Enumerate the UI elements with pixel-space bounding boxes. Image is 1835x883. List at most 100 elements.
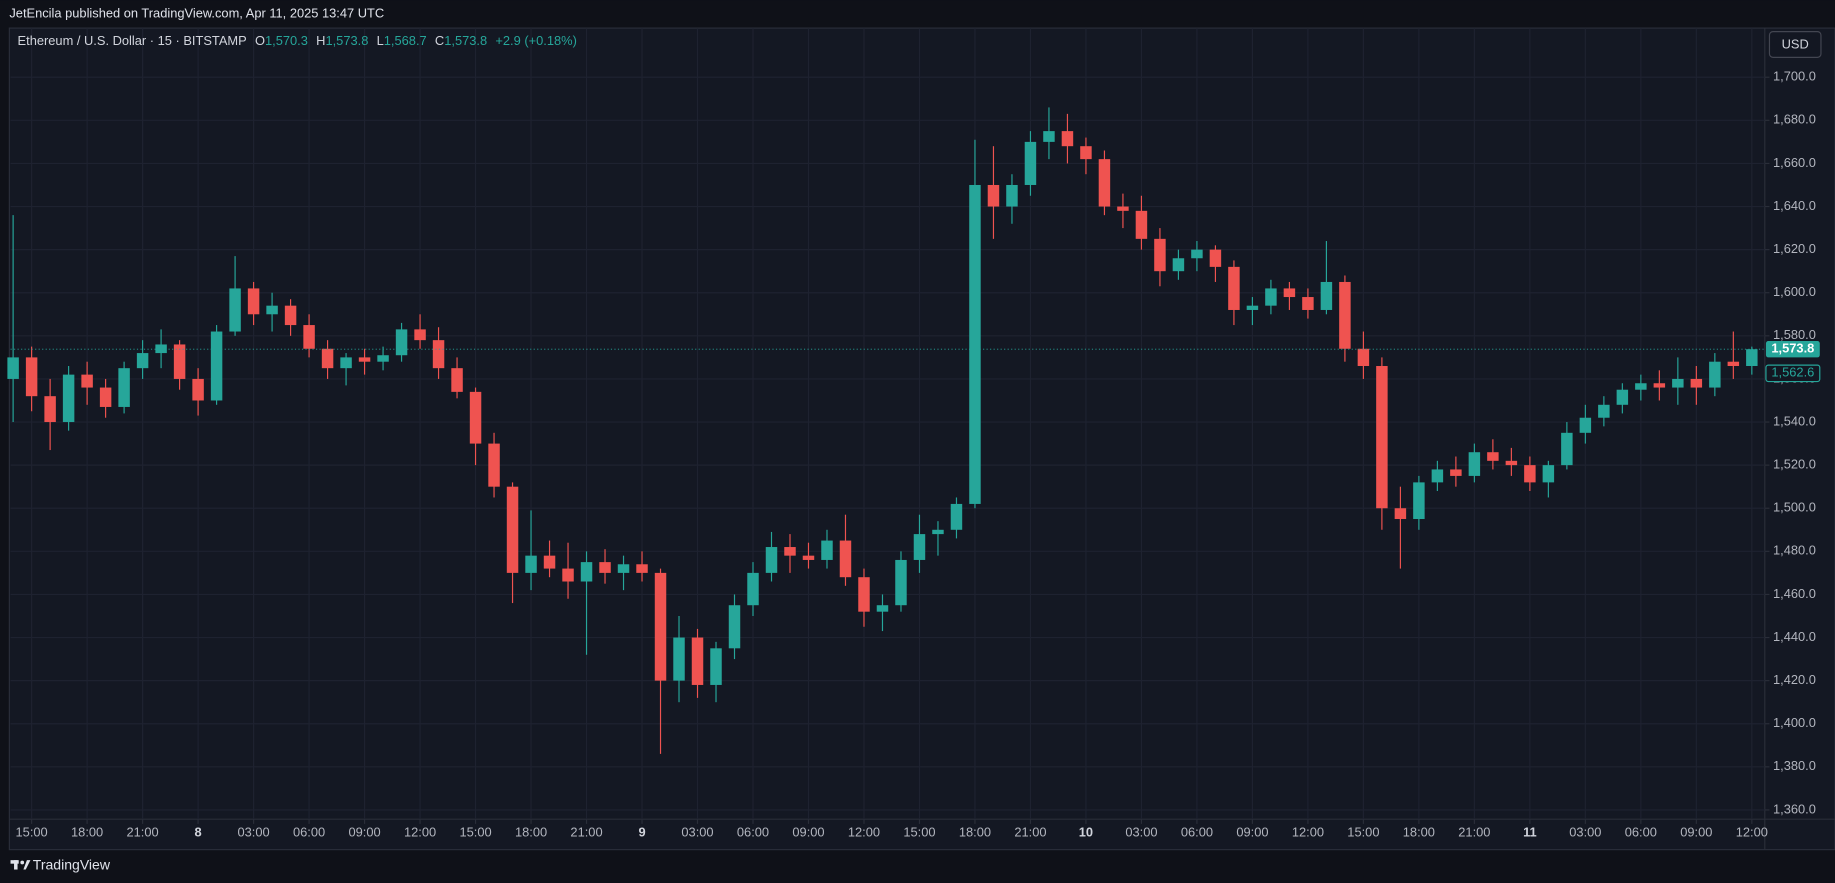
y-tick-label: 1,460.0 xyxy=(1773,586,1816,601)
candle-body xyxy=(1561,432,1573,466)
candle-body xyxy=(1154,238,1166,272)
candle-body xyxy=(358,357,371,362)
x-tick-label: 09:00 xyxy=(1680,825,1712,840)
candle-body xyxy=(728,605,741,649)
candle-body xyxy=(1616,389,1629,405)
candle-body xyxy=(469,391,482,444)
candle-body xyxy=(543,555,556,569)
x-tick-label: 15:00 xyxy=(903,825,935,840)
y-tick-label: 1,520.0 xyxy=(1773,457,1816,472)
candle-body xyxy=(395,329,408,356)
candle-body xyxy=(7,357,19,379)
x-tick-label: 03:00 xyxy=(237,825,269,840)
candle-body xyxy=(303,325,315,349)
x-tick-label: 15:00 xyxy=(459,825,491,840)
y-tick-label: 1,380.0 xyxy=(1773,758,1816,773)
legend-value: 1,573.8 xyxy=(325,34,368,49)
candle-body xyxy=(950,503,963,530)
candle-body xyxy=(802,555,815,560)
candle-body xyxy=(136,353,149,369)
x-tick-label: 11 xyxy=(1523,825,1537,840)
x-tick-label: 21:00 xyxy=(570,825,602,840)
legend-key: H xyxy=(316,34,325,49)
currency-button[interactable] xyxy=(1768,31,1822,58)
candle-body xyxy=(1505,460,1518,466)
candle-body xyxy=(192,378,204,401)
candle-body xyxy=(1413,482,1425,520)
candle-body xyxy=(1579,417,1592,433)
candle-body xyxy=(1690,378,1703,388)
legend-key: C xyxy=(435,34,444,49)
candle-body xyxy=(673,637,685,681)
candle-body xyxy=(1524,465,1536,483)
publisher: JetEncila published on TradingView.com, … xyxy=(9,5,384,20)
candle-body xyxy=(25,357,38,397)
x-tick-label: 18:00 xyxy=(959,825,991,840)
legend-key: O xyxy=(255,34,265,49)
candle-body xyxy=(340,357,352,369)
candle-body xyxy=(1672,378,1684,388)
y-tick-label: 1,440.0 xyxy=(1773,629,1816,644)
brand-name: TradingView xyxy=(33,857,111,873)
candle-body xyxy=(1228,266,1240,310)
candle-body xyxy=(266,305,278,315)
candle-body xyxy=(1283,288,1296,298)
x-tick-label: 21:00 xyxy=(127,825,159,840)
candle-body xyxy=(1727,361,1740,367)
price-marker-label: 1,562.6 xyxy=(1771,365,1814,380)
price-marker-label: 1,573.8 xyxy=(1771,341,1814,356)
candle-body xyxy=(1172,258,1185,272)
candle-body xyxy=(1061,131,1074,147)
y-tick-label: 1,420.0 xyxy=(1773,672,1816,687)
candle-body xyxy=(1246,305,1259,310)
x-tick-label: 8 xyxy=(195,825,202,840)
legend-value: 1,568.7 xyxy=(384,34,427,49)
x-tick-label: 12:00 xyxy=(848,825,880,840)
candle-body xyxy=(1394,508,1407,520)
y-tick-label: 1,540.0 xyxy=(1773,413,1816,428)
candle-body xyxy=(155,344,167,354)
candle-body xyxy=(1450,469,1462,476)
x-tick-label: 09:00 xyxy=(1236,825,1268,840)
legend-key: L xyxy=(377,34,384,49)
candle-body xyxy=(913,534,926,560)
candle-body xyxy=(414,329,426,341)
x-tick-label: 18:00 xyxy=(1403,825,1435,840)
y-tick-label: 1,700.0 xyxy=(1773,69,1816,84)
legend-value: 1,570.3 xyxy=(265,34,308,49)
candle-body xyxy=(1265,288,1277,306)
candle-body xyxy=(821,540,833,560)
y-tick-label: 1,580.0 xyxy=(1773,327,1816,342)
candle-body xyxy=(1357,348,1370,367)
candle-body xyxy=(488,443,500,487)
price-marker xyxy=(1765,341,1820,358)
candle-body xyxy=(284,305,297,326)
x-tick-label: 21:00 xyxy=(1458,825,1490,840)
candle-body xyxy=(1431,469,1444,483)
candle-body xyxy=(1376,366,1388,509)
candle-body xyxy=(710,648,722,685)
x-tick-label: 12:00 xyxy=(1292,825,1324,840)
x-tick-label: 15:00 xyxy=(16,825,48,840)
candle-body xyxy=(321,348,334,369)
candle-body xyxy=(432,340,445,369)
y-tick-label: 1,400.0 xyxy=(1773,715,1816,730)
currency-label[interactable]: USD xyxy=(1782,36,1809,51)
candle-body xyxy=(525,555,537,573)
y-tick-label: 1,360.0 xyxy=(1773,801,1816,816)
candle-body xyxy=(1746,349,1758,367)
symbol-title: Ethereum / U.S. Dollar · 15 · BITSTAMP xyxy=(18,34,247,49)
y-tick-label: 1,640.0 xyxy=(1773,198,1816,213)
candle-body xyxy=(636,564,648,573)
candle-body xyxy=(1542,465,1555,483)
candle-body xyxy=(1098,159,1111,207)
candle-body xyxy=(932,529,944,535)
x-tick-label: 09:00 xyxy=(792,825,824,840)
x-tick-label: 03:00 xyxy=(1125,825,1157,840)
x-tick-label: 03:00 xyxy=(681,825,713,840)
candle-body xyxy=(969,184,981,504)
candle-body xyxy=(599,562,611,573)
candle-body xyxy=(1209,249,1222,267)
